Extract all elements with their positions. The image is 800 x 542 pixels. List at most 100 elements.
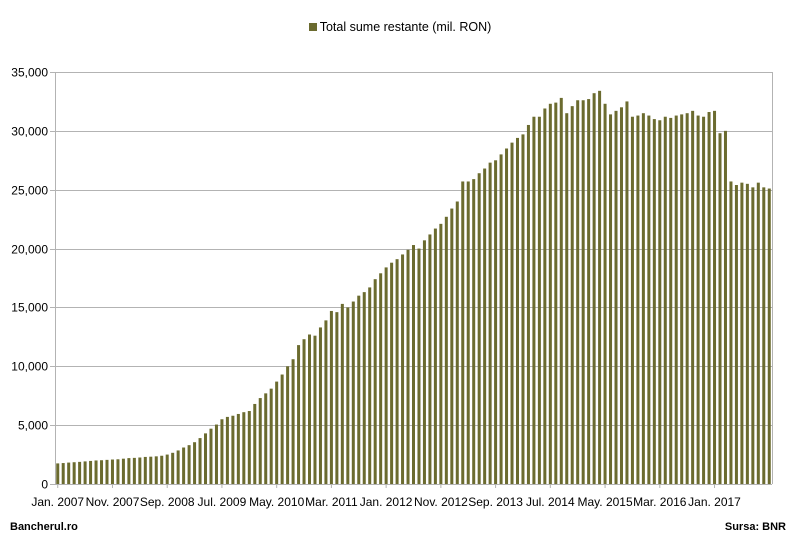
bar [521, 134, 525, 484]
bar [625, 101, 629, 485]
bar [291, 359, 295, 484]
bar [362, 292, 366, 484]
bar [198, 438, 202, 484]
x-tick-label: Nov. 2012 [414, 495, 468, 509]
bar [411, 245, 415, 484]
bar [641, 113, 645, 484]
bar [505, 148, 509, 484]
bar [357, 295, 361, 484]
y-tick-label: 35,000 [11, 66, 48, 80]
bar [138, 457, 142, 484]
bar [658, 120, 662, 484]
bar [100, 460, 104, 484]
bar [636, 115, 640, 485]
bar [576, 100, 580, 484]
bar [702, 116, 706, 484]
bar [554, 102, 558, 485]
bar [614, 110, 618, 484]
bar [160, 455, 164, 484]
y-tick-label: 15,000 [11, 301, 48, 315]
y-tick-label: 25,000 [11, 184, 48, 198]
bar [450, 208, 454, 485]
bar [193, 442, 197, 484]
bar [499, 154, 503, 484]
bar [143, 456, 147, 484]
bar [242, 412, 246, 484]
bar [401, 254, 405, 484]
bar [351, 301, 355, 484]
bar [439, 223, 443, 484]
bar [543, 108, 547, 485]
bar [318, 327, 322, 484]
bar [313, 335, 317, 484]
bar [280, 374, 284, 484]
chart-legend: Total sume restante (mil. RON) [0, 20, 800, 34]
bar-series [56, 90, 771, 485]
bar [680, 114, 684, 484]
bar [127, 458, 131, 484]
watermark-bancherul: Bancherul.ro [10, 521, 78, 533]
bar [236, 413, 240, 484]
bar [532, 116, 536, 484]
bar [302, 339, 306, 484]
bar [548, 103, 552, 484]
bar [171, 452, 175, 484]
x-tick-label: Jul. 2014 [526, 495, 575, 509]
bar [220, 419, 224, 484]
bar [72, 462, 76, 484]
bar [526, 124, 530, 484]
bar [275, 381, 279, 484]
bar [247, 411, 251, 484]
bar [373, 279, 377, 484]
bar [116, 459, 120, 484]
bar [515, 137, 519, 485]
bar [368, 287, 372, 484]
y-tick-label: 10,000 [11, 360, 48, 374]
y-tick-label: 5,000 [18, 419, 48, 433]
legend-swatch [308, 22, 317, 31]
bar [565, 113, 569, 484]
bar [149, 456, 153, 484]
x-tick-label: Mar. 2011 [305, 495, 358, 509]
bar [269, 388, 273, 484]
bar [94, 460, 98, 484]
bar [756, 182, 760, 484]
bar [466, 181, 470, 484]
bar [61, 463, 65, 484]
bar [379, 273, 383, 484]
bar [286, 366, 290, 484]
bar [209, 428, 213, 484]
bar [740, 182, 744, 484]
bar [559, 97, 563, 485]
bar [176, 450, 180, 484]
bar [751, 187, 755, 485]
x-tick-label: Mar. 2016 [633, 495, 687, 509]
bar [570, 106, 574, 484]
bar [204, 433, 208, 484]
bar [258, 398, 262, 484]
y-tick-label: 20,000 [11, 243, 48, 257]
x-tick-label: Nov. 2007 [86, 495, 140, 509]
bar [609, 114, 613, 484]
bar [89, 460, 93, 484]
bar [663, 116, 667, 484]
bar [78, 461, 82, 484]
bar [510, 142, 514, 484]
x-tick-label: May. 2015 [578, 495, 633, 509]
bar [428, 234, 432, 484]
bar [264, 393, 268, 484]
bar [455, 201, 459, 485]
bar [745, 183, 749, 484]
bar [647, 115, 651, 485]
bar [674, 115, 678, 485]
x-tick-label: Jan. 2012 [360, 495, 413, 509]
bar [483, 168, 487, 484]
bar [417, 248, 421, 484]
bar [444, 216, 448, 485]
bar [767, 188, 771, 485]
bar [696, 115, 700, 485]
bar [231, 415, 235, 484]
x-tick-label: Jan. 2017 [688, 495, 741, 509]
bar [472, 179, 476, 484]
bar [619, 107, 623, 484]
